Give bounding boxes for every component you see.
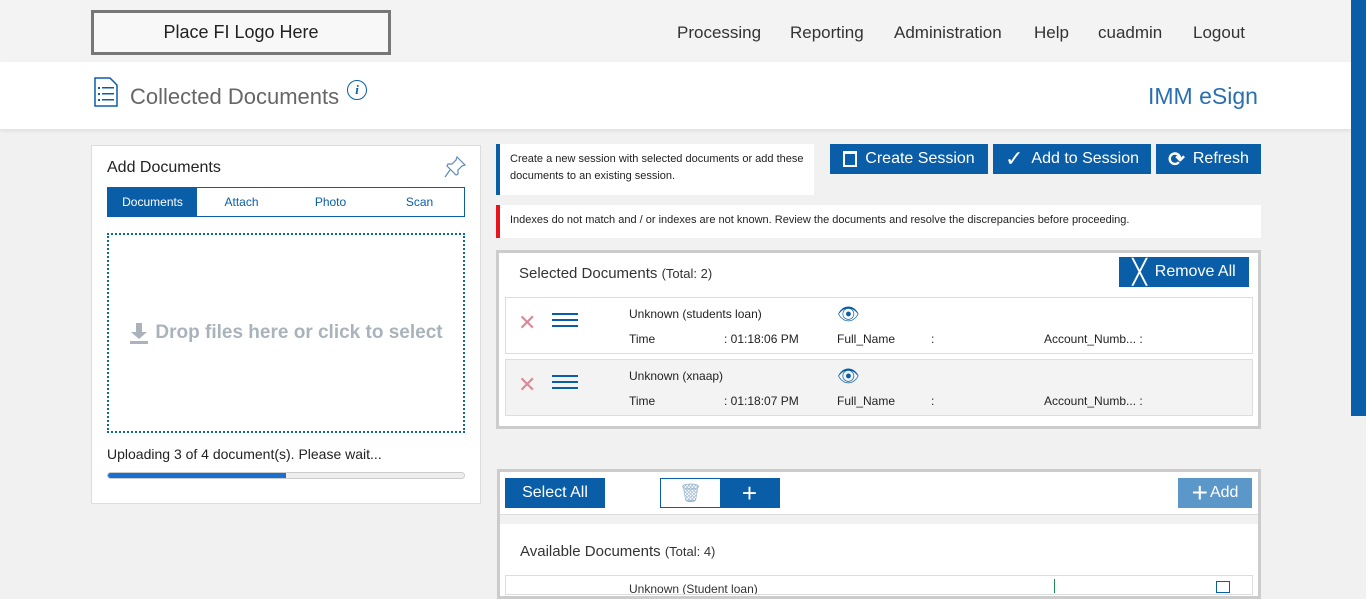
refresh-icon: ⟳ <box>1168 148 1185 171</box>
time-value: : 01:18:06 PM <box>724 332 799 346</box>
page-title: Collected Documents <box>130 84 340 109</box>
remove-icon[interactable]: ✕ <box>518 310 537 335</box>
available-total: (Total: 4) <box>664 544 716 559</box>
square-icon <box>843 151 858 167</box>
check-icon: ✓ <box>1004 146 1024 171</box>
selected-total: (Total: 2) <box>661 266 713 281</box>
divider <box>1054 579 1055 593</box>
scrollbar[interactable] <box>1351 0 1366 416</box>
time-label: Time <box>629 332 656 346</box>
brand-name: IMM eSign <box>1148 83 1258 109</box>
eye-icon[interactable]: 👁 <box>837 366 860 386</box>
full-name-value: : <box>931 394 935 408</box>
drag-handle-icon[interactable] <box>552 375 578 389</box>
open-external-icon[interactable] <box>1216 581 1230 593</box>
nav-user[interactable]: cuadmin <box>1098 23 1163 42</box>
table-row: Unknown (Student loan) <box>505 575 1253 595</box>
add-to-session-label: Add to Session <box>1031 150 1140 167</box>
eye-icon[interactable]: 👁 <box>837 304 860 324</box>
select-all-button[interactable]: Select All <box>505 478 605 508</box>
remove-all-label: Remove All <box>1154 263 1236 280</box>
divider <box>500 514 1258 524</box>
selected-documents-title: Selected Documents (Total: 2) <box>519 265 713 282</box>
table-row: ✕ Unknown (xnaap) 👁 Time : 01:18:07 PM F… <box>505 359 1253 416</box>
table-row: ✕ Unknown (students loan) 👁 Time : 01:18… <box>505 297 1253 354</box>
available-documents-title: Available Documents (Total: 4) <box>520 543 716 560</box>
logo: Place FI Logo Here <box>91 10 391 55</box>
upload-progress-fill <box>108 473 286 478</box>
available-documents-panel <box>497 469 1261 599</box>
document-name: Unknown (xnaap) <box>629 369 724 383</box>
plus-icon: + <box>1191 477 1208 508</box>
nav-reporting[interactable]: Reporting <box>790 23 864 42</box>
nav-help[interactable]: Help <box>1034 23 1069 42</box>
nav-administration[interactable]: Administration <box>894 23 1002 42</box>
tab-documents[interactable]: Documents <box>108 188 197 216</box>
time-label: Time <box>629 394 656 408</box>
full-name-value: : <box>931 332 935 346</box>
document-name: Unknown (students loan) <box>629 307 762 321</box>
tab-scan[interactable]: Scan <box>405 195 434 209</box>
refresh-label: Refresh <box>1192 150 1249 167</box>
session-info: Create a new session with selected docum… <box>496 144 814 195</box>
nav-processing[interactable]: Processing <box>677 23 762 42</box>
download-icon <box>130 323 149 344</box>
account-number-label: Account_Numb... : <box>1044 394 1143 408</box>
info-icon[interactable]: i <box>347 80 367 100</box>
pin-icon[interactable] <box>443 155 467 179</box>
remove-icon[interactable]: ✕ <box>518 372 537 397</box>
add-button[interactable]: + Add <box>1178 477 1252 508</box>
add-to-session-button[interactable]: ✓ Add to Session <box>993 144 1151 174</box>
full-name-label: Full_Name <box>837 394 896 408</box>
close-icon: ╳ <box>1132 258 1147 286</box>
trash-icon[interactable]: 🗑 <box>661 479 720 507</box>
tab-attach[interactable]: Attach <box>224 195 259 209</box>
dropzone-text: Drop files here or click to select <box>155 322 443 343</box>
full-name-label: Full_Name <box>837 332 896 346</box>
plus-icon[interactable]: + <box>720 478 779 508</box>
account-number-label: Account_Numb... : <box>1044 332 1143 346</box>
remove-all-button[interactable]: ╳ Remove All <box>1119 257 1249 287</box>
document-list-icon <box>94 77 118 107</box>
tab-photo[interactable]: Photo <box>314 195 347 209</box>
time-value: : 01:18:07 PM <box>724 394 799 408</box>
title-bar <box>0 62 1351 129</box>
create-session-label: Create Session <box>865 150 975 167</box>
add-documents-title: Add Documents <box>107 159 221 176</box>
upload-tabs: Documents Attach Photo Scan <box>107 187 465 217</box>
warning-message: Indexes do not match and / or indexes ar… <box>496 205 1261 238</box>
drag-handle-icon[interactable] <box>552 313 578 327</box>
dropzone[interactable]: Drop files here or click to select <box>107 233 465 433</box>
upload-status: Uploading 3 of 4 document(s). Please wai… <box>107 446 382 462</box>
upload-progress-bar <box>107 472 465 479</box>
create-session-button[interactable]: Create Session <box>830 144 988 174</box>
add-label: Add <box>1209 484 1239 501</box>
nav-logout[interactable]: Logout <box>1193 23 1245 42</box>
refresh-button[interactable]: ⟳ Refresh <box>1156 144 1261 174</box>
bulk-action-group: 🗑 + <box>660 478 780 508</box>
